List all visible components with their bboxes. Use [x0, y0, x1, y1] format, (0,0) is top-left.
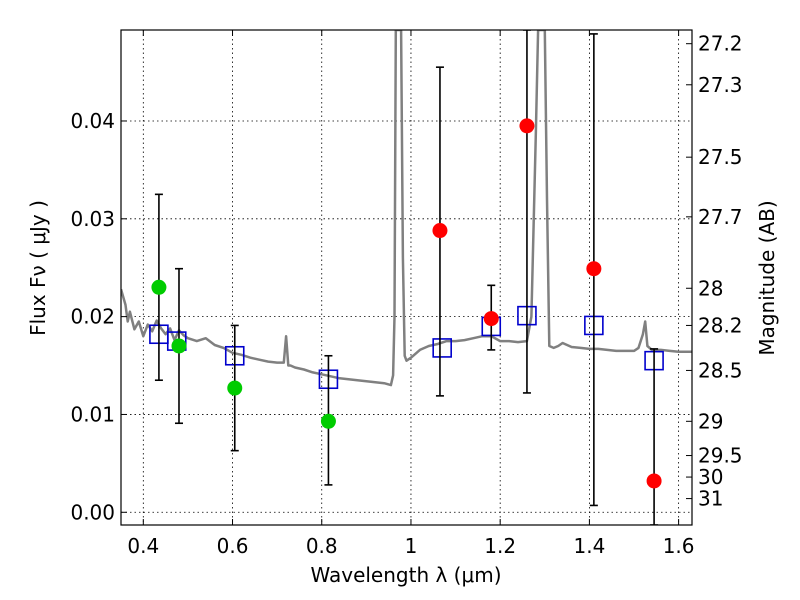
x-tick-label: 1.6	[663, 534, 695, 558]
markers	[149, 30, 664, 525]
y-tick-label: 0.04	[70, 109, 115, 133]
green-data-point	[320, 413, 336, 429]
y-tick-label: 0.03	[70, 207, 115, 231]
red-data-point	[586, 261, 602, 277]
plot-frame	[120, 29, 693, 526]
plot-background	[121, 30, 692, 525]
y-axis-right-label: Magnitude (AB)	[755, 200, 779, 355]
magnitude-tick-label: 28	[698, 276, 723, 300]
magnitude-tick-label: 27.5	[698, 145, 743, 169]
red-data-point	[432, 223, 448, 239]
magnitude-tick-label: 29.5	[698, 444, 743, 468]
x-axis-label: Wavelength λ (μm)	[310, 563, 501, 587]
x-tick-label: 0.8	[306, 534, 338, 558]
y-axis-label: Flux Fν ( μJy )	[26, 200, 50, 336]
magnitude-tick-label: 27.3	[698, 73, 743, 97]
x-tick-label: 1.4	[573, 534, 605, 558]
y-tick-label: 0.01	[70, 402, 115, 426]
x-tick-label: 1.2	[484, 534, 516, 558]
axis-ticks: 0.4 0.6 0.8 1 1.2 1.4 1.6 0.00 0.01 0.02 0.03 0.04 2…	[70, 30, 743, 558]
red-data-point	[483, 311, 499, 327]
green-data-point	[227, 380, 243, 396]
magnitude-tick-label: 31	[698, 487, 723, 511]
magnitude-tick-label: 27.2	[698, 32, 743, 56]
x-tick-label: 1	[405, 534, 418, 558]
x-tick-label: 0.4	[127, 534, 159, 558]
y-tick-label: 0.00	[70, 500, 115, 524]
magnitude-tick-label: 29	[698, 409, 723, 433]
y-tick-label: 0.02	[70, 305, 115, 329]
x-tick-label: 0.6	[217, 534, 249, 558]
green-data-point	[151, 279, 167, 295]
magnitude-tick-label: 30	[698, 465, 723, 489]
green-data-point	[171, 338, 187, 354]
magnitude-tick-label: 28.5	[698, 358, 743, 382]
magnitude-tick-label: 27.7	[698, 205, 743, 229]
grid-lines	[121, 30, 692, 525]
red-data-point	[519, 118, 535, 134]
red-data-point	[646, 473, 662, 489]
magnitude-tick-label: 28.2	[698, 313, 743, 337]
model-square-marker	[432, 338, 452, 358]
plot-area	[121, 30, 692, 525]
